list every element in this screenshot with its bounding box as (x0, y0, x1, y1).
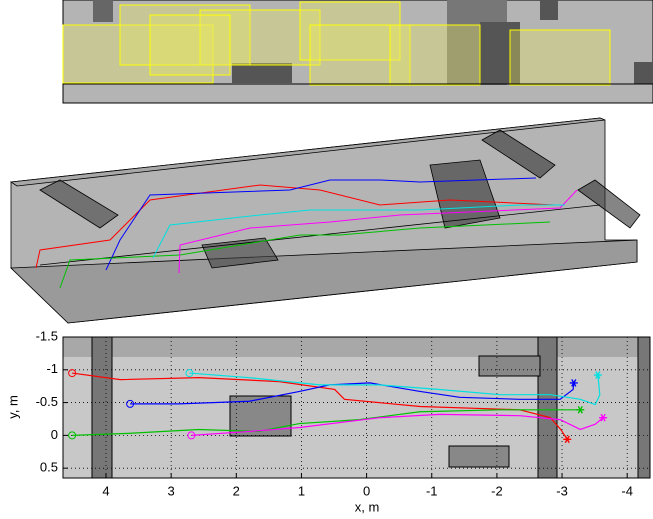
obstacle (634, 62, 653, 84)
x-axis-label: x, m (355, 499, 380, 514)
plot-background (63, 337, 650, 478)
x-tick-label: 4 (102, 483, 109, 498)
x-tick-label: -1 (426, 483, 438, 498)
obstacle (479, 356, 540, 376)
obstacle (449, 446, 509, 467)
perspective-view (11, 118, 640, 323)
obstacle (232, 63, 292, 83)
obstacle (638, 337, 650, 478)
x-tick-label: 2 (233, 483, 240, 498)
y-tick-label: -0.5 (36, 394, 58, 409)
figure: 4 3 2 1 0 -1 -2 -3 -4 -1.5 -1 -0.5 0 0.5 x, m y, m (0, 0, 653, 519)
x-tick-label: 1 (298, 483, 305, 498)
y-tick-label: -1 (46, 361, 58, 376)
y-tick-label: -1.5 (36, 328, 58, 343)
top-view (63, 0, 653, 103)
x-tick-label: -3 (556, 483, 568, 498)
x-tick-label: 3 (168, 483, 175, 498)
obstacle (540, 0, 558, 20)
y-tick-label: 0.5 (40, 460, 58, 475)
x-tick-label: -4 (621, 483, 633, 498)
y-axis-label: y, m (5, 395, 20, 419)
plan-view (63, 337, 650, 478)
y-tick-label: 0 (51, 427, 58, 442)
x-tick-label: 0 (363, 483, 370, 498)
obstacle (93, 0, 113, 22)
obstacle (538, 337, 557, 478)
x-tick-label: -2 (491, 483, 503, 498)
obstacle (92, 337, 112, 478)
